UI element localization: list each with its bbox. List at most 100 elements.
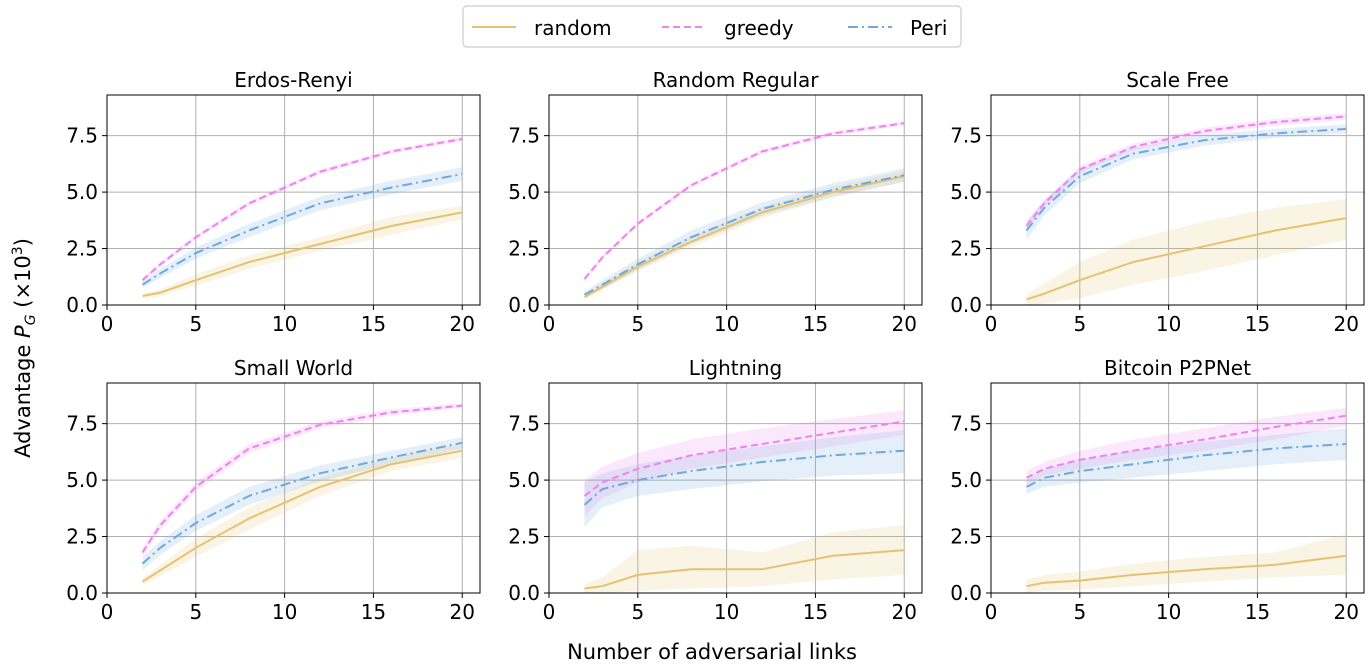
- y-tick-label: 5.0: [950, 180, 982, 204]
- y-tick-label: 7.5: [508, 412, 540, 436]
- x-tick-label: 10: [272, 600, 297, 624]
- series-line-greedy: [1026, 414, 1347, 479]
- legend: random greedy Peri: [462, 5, 962, 48]
- x-tick-label: 5: [1073, 600, 1086, 624]
- panel-scale-free: Scale Free 0 5 10 15 20 0.0 2.5 5.0 7.5: [950, 68, 1365, 336]
- legend-item-Peri: Peri: [848, 16, 947, 40]
- confidence-band-Peri: [584, 168, 905, 299]
- panel-bitcoin-p2pnet: Bitcoin P2PNet 0 5 10 15 20 0.0 2.5 5.0 7.5: [950, 356, 1365, 624]
- confidence-band-random: [142, 444, 463, 586]
- x-tick-label: 5: [1073, 312, 1086, 336]
- x-tick-label: 10: [272, 312, 297, 336]
- x-tick-label: 15: [1245, 312, 1270, 336]
- y-tick-label: 0.0: [508, 293, 540, 317]
- y-tick-label: 7.5: [508, 124, 540, 148]
- axes-frame: [548, 94, 923, 306]
- legend-label-Peri: Peri: [910, 16, 947, 40]
- x-tick-label: 0: [101, 600, 114, 624]
- confidence-band-greedy: [584, 410, 905, 517]
- panel-title: Bitcoin P2PNet: [1104, 356, 1251, 380]
- axes-frame: [548, 382, 923, 594]
- series-line-greedy: [141, 138, 463, 281]
- series-line-random: [142, 211, 463, 297]
- y-tick-label: 7.5: [950, 124, 982, 148]
- y-tick-label: 7.5: [66, 124, 98, 148]
- y-tick-label: 5.0: [66, 180, 98, 204]
- panel-random-regular: Random Regular 0 5 10 15 20 0.0 2.5 5.0 7.5: [508, 68, 923, 336]
- x-tick-label: 10: [1156, 312, 1181, 336]
- x-tick-label: 10: [714, 312, 739, 336]
- confidence-band-Peri: [584, 430, 905, 528]
- x-tick-label: 20: [1334, 312, 1359, 336]
- y-tick-label: 2.5: [950, 525, 982, 549]
- y-tick-label: 5.0: [508, 180, 540, 204]
- panel-lightning: Lightning 0 5 10 15 20 0.0 2.5 5.0 7.5: [508, 356, 923, 624]
- legend-label-random: random: [534, 16, 612, 40]
- x-tick-label: 0: [985, 600, 998, 624]
- panel-title: Erdos-Renyi: [234, 68, 352, 92]
- panel-title: Scale Free: [1126, 68, 1229, 92]
- confidence-band-Peri: [142, 437, 463, 571]
- series-line-Peri: [141, 173, 463, 286]
- x-axis-label: Number of adversarial links: [567, 640, 857, 664]
- y-tick-label: 7.5: [950, 412, 982, 436]
- legend-frame: [462, 5, 962, 48]
- y-tick-label: 5.0: [508, 468, 540, 492]
- confidence-band-random: [1026, 198, 1347, 305]
- confidence-band-random: [1026, 534, 1347, 593]
- y-tick-label: 2.5: [66, 525, 98, 549]
- y-tick-label: 2.5: [508, 237, 540, 261]
- axes-frame: [990, 94, 1365, 306]
- series-line-random: [1026, 217, 1347, 301]
- panel-title: Small World: [234, 356, 353, 380]
- panel-title: Lightning: [689, 356, 783, 380]
- series-line-random: [1026, 554, 1347, 588]
- x-tick-label: 15: [361, 312, 386, 336]
- series-line-random: [584, 549, 905, 590]
- x-tick-label: 0: [985, 312, 998, 336]
- x-tick-label: 20: [892, 600, 917, 624]
- y-tick-label: 2.5: [66, 237, 98, 261]
- confidence-band-Peri: [1026, 428, 1347, 494]
- series-line-random: [141, 449, 463, 583]
- series-line-Peri: [584, 174, 905, 296]
- panel-small-world: Small World 0 5 10 15 20 0.0 2.5 5.0 7.5: [66, 356, 481, 624]
- y-axis-label: Advantage PG (×103): [10, 238, 39, 458]
- legend-item-random: random: [472, 16, 612, 40]
- series-line-greedy: [583, 122, 905, 280]
- confidence-band-Peri: [1026, 124, 1347, 240]
- y-tick-label: 5.0: [66, 468, 98, 492]
- panel-erdos-renyi: Erdos-Renyi 0 5 10 15 20 0.0 2.5 5.0 7.5: [66, 68, 481, 336]
- y-tick-label: 0.0: [508, 581, 540, 605]
- x-tick-label: 20: [892, 312, 917, 336]
- panel-title: Random Regular: [653, 68, 820, 92]
- x-tick-label: 15: [361, 600, 386, 624]
- x-tick-label: 15: [1245, 600, 1270, 624]
- y-tick-label: 0.0: [950, 581, 982, 605]
- y-tick-label: 2.5: [508, 525, 540, 549]
- axes-frame: [106, 382, 481, 594]
- x-tick-label: 15: [803, 600, 828, 624]
- x-tick-label: 5: [189, 600, 202, 624]
- x-tick-label: 15: [803, 312, 828, 336]
- x-tick-label: 20: [1334, 600, 1359, 624]
- x-tick-label: 0: [543, 312, 556, 336]
- confidence-band-random: [584, 525, 905, 593]
- y-tick-label: 0.0: [66, 581, 98, 605]
- x-tick-label: 0: [101, 312, 114, 336]
- series-line-greedy: [1025, 115, 1347, 227]
- y-tick-label: 0.0: [950, 293, 982, 317]
- x-tick-label: 0: [543, 600, 556, 624]
- confidence-band-greedy: [584, 121, 905, 282]
- series-line-random: [584, 175, 905, 298]
- x-tick-label: 10: [1156, 600, 1181, 624]
- x-tick-label: 10: [714, 600, 739, 624]
- x-tick-label: 20: [450, 600, 475, 624]
- x-tick-label: 20: [450, 312, 475, 336]
- y-tick-label: 5.0: [950, 468, 982, 492]
- y-tick-label: 0.0: [66, 293, 98, 317]
- series-line-Peri: [1025, 127, 1347, 232]
- axes-frame: [106, 94, 481, 306]
- confidence-band-greedy: [1026, 407, 1347, 485]
